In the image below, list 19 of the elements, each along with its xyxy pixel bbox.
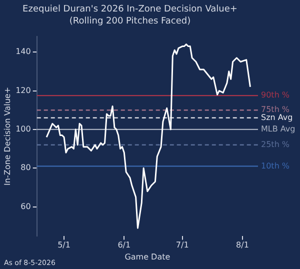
x-tick-label: 7/1 [176, 240, 189, 250]
x-axis-title: Game Date [124, 252, 170, 262]
chart-title: Ezequiel Duran's 2026 In-Zone Decision Value+ [22, 4, 238, 15]
y-tick-label: 140 [16, 47, 31, 56]
ref-line-label: 90th % [261, 90, 290, 100]
ref-line-label: MLB Avg [261, 124, 296, 134]
ref-line-label: Szn Avg [261, 112, 293, 122]
y-axis-title: In-Zone Decision Value+ [2, 86, 12, 186]
x-tick-label: 6/1 [118, 240, 131, 250]
y-tick-label: 120 [16, 86, 31, 95]
y-tick-label: 100 [16, 124, 31, 134]
ref-line-label: 25th % [261, 140, 290, 149]
y-tick-label: 80 [20, 163, 31, 172]
ref-line-label: 75th % [261, 105, 290, 114]
chart-subtitle: (Rolling 200 Pitches Faced) [69, 16, 191, 27]
ref-line-label: 10th % [261, 161, 290, 170]
x-tick-label: 5/1 [58, 240, 70, 250]
x-tick-label: 8/1 [236, 240, 249, 250]
y-tick-label: 60 [20, 202, 31, 211]
